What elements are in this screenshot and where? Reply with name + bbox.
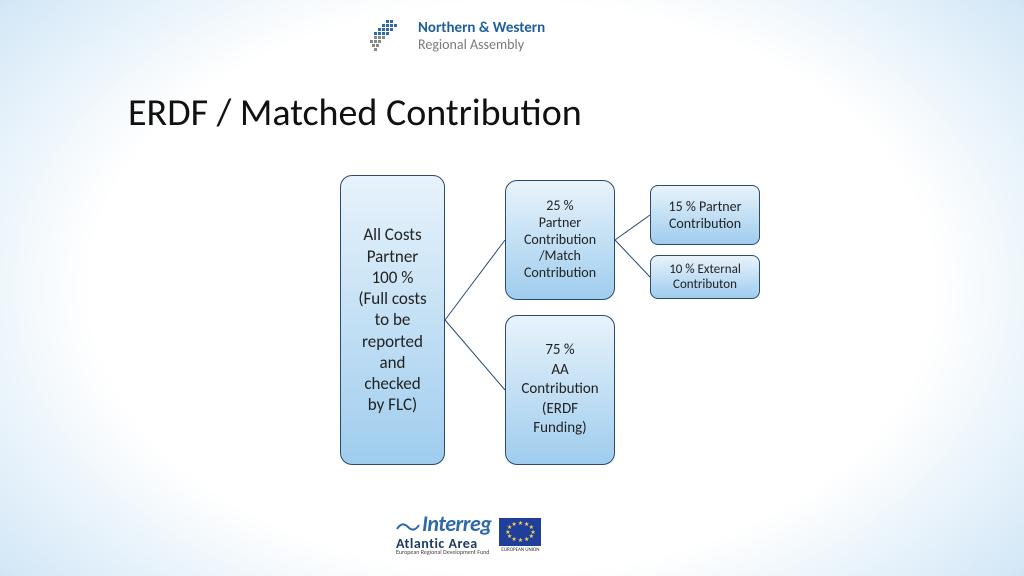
footer-logo: Interreg Atlantic Area European Regional… [396, 514, 541, 556]
node-all-costs: All Costs Partner 100 % (Full costs to b… [340, 175, 445, 465]
wave-icon [396, 516, 420, 537]
node-15-percent: 15 % Partner Contribution [650, 185, 760, 245]
map-icon [368, 18, 408, 54]
eu-label: EUROPEAN UNION [499, 547, 541, 553]
node-25-percent: 25 % Partner Contribution /Match Contrib… [505, 180, 615, 300]
logo-line2: Regional Assembly [418, 37, 545, 52]
interreg-title: Interreg [422, 510, 491, 537]
node-75-percent: 75 % AA Contribution (ERDF Funding) [505, 315, 615, 465]
interreg-tagline: European Regional Development Fund [396, 550, 491, 556]
eu-flag-icon: ★★★★★★★★★★★★ [499, 518, 541, 546]
page-title: ERDF / Matched Contribution [128, 90, 582, 136]
node-10-percent: 10 % External Contributon [650, 255, 760, 299]
logo-line1: Northern & Western [418, 20, 545, 37]
interreg-logo: Interreg Atlantic Area European Regional… [396, 514, 491, 556]
eu-block: ★★★★★★★★★★★★ EUROPEAN UNION [499, 518, 541, 553]
header-logo: Northern & Western Regional Assembly [368, 18, 545, 54]
